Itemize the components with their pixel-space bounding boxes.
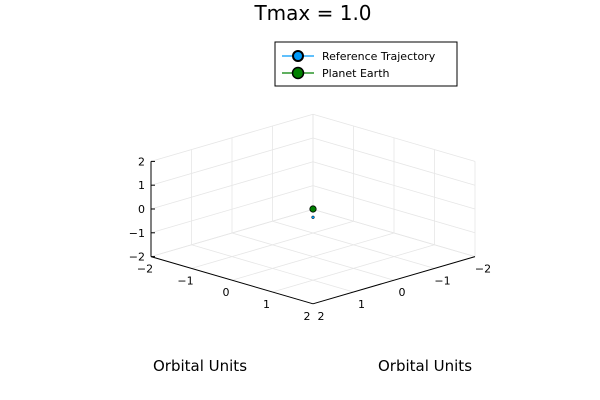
x-tick-label: 0 [223,286,230,299]
y-axis-line [312,256,476,305]
chart-title: Tmax = 1.0 [253,1,371,25]
z-tick-label: 2 [138,155,145,168]
grid-line [312,113,476,162]
y-tick-label: 1 [358,298,365,311]
grid-line [191,244,354,293]
legend-label-reference: Reference Trajectory [322,50,436,63]
legend: Reference Trajectory Planet Earth [274,41,458,87]
grid-line [312,137,476,186]
data-marks [309,205,317,219]
grid-line [150,137,314,186]
y-tick-label: 2 [318,310,325,323]
legend-label-earth: Planet Earth [322,67,390,80]
y-tick-label: −1 [434,274,450,287]
grid-line [231,232,395,281]
earth-point [309,205,317,213]
x-axis-label: Orbital Units [153,357,247,375]
z-tick-label: 1 [138,179,145,192]
axes [150,160,476,305]
trajectory-point [311,215,315,219]
grid-line [150,113,314,162]
legend-marker-earth [291,66,305,80]
tick-labels: −2 −2−2−1 −1−10 001 112 22 [129,155,491,322]
y-tick-label: −2 [475,263,491,276]
x-tick-label: 2 [304,310,311,323]
y-axis-label: Orbital Units [378,357,472,375]
legend-marker-reference [292,50,304,62]
x-tick-label: −2 [137,263,153,276]
z-tick-label: −2 [129,251,145,264]
legend-box [274,41,458,87]
z-tick-label: −1 [129,227,145,240]
x-tick-label: 1 [263,298,270,311]
z-tick-label: 0 [138,203,145,216]
x-axis-line [150,256,314,305]
grid-line [272,244,435,293]
x-tick-label: −1 [177,274,193,287]
y-tick-label: 0 [399,286,406,299]
